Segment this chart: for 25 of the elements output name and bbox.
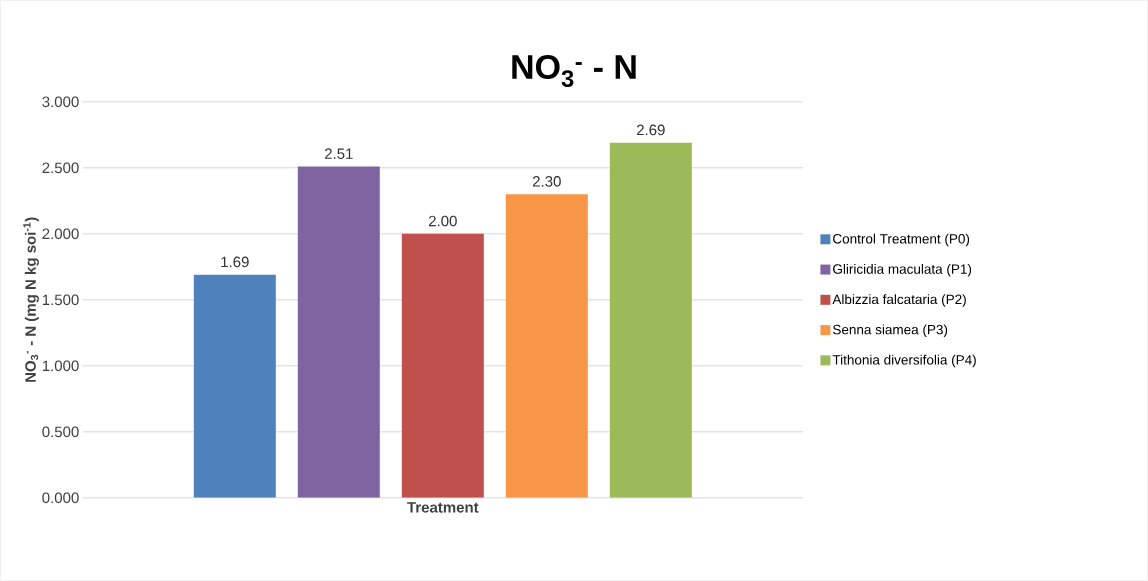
y-tick-label: 1.500: [42, 294, 79, 306]
bar: [505, 194, 588, 498]
legend-label: Senna siamea (P3): [833, 324, 948, 338]
data-label: 2.30: [532, 176, 561, 187]
chart-title: NO$_{3}$$^{-}$ - N: [512, 54, 636, 88]
bar: [193, 274, 276, 498]
data-label: 2.69: [636, 124, 665, 136]
bar: [401, 233, 484, 498]
y-tick-label: 0.500: [42, 426, 79, 438]
y-tick-label: 0.000: [42, 492, 79, 504]
data-label: 2.00: [428, 215, 457, 227]
legend-label: Control Treatment (P0): [833, 233, 970, 247]
x-axis-title: Treatment: [407, 502, 479, 513]
y-tick-label: 3.000: [42, 96, 79, 108]
legend-label: Albizzia falcataria (P2): [832, 294, 966, 307]
bar: [297, 166, 380, 498]
data-label: 1.69: [221, 256, 249, 268]
y-tick-label: 2.500: [42, 162, 79, 174]
data-label: 2.51: [324, 148, 353, 159]
legend-label: Gliricidia maculata (P1): [833, 263, 972, 277]
y-tick-label: 2.000: [42, 228, 79, 240]
bar: [609, 142, 692, 498]
y-axis-title: NO$_{3}$$^{-}$ - N (mg N kg soi$^{-1}$): [23, 217, 39, 382]
y-tick-label: 1.000: [42, 360, 79, 372]
legend-label: Tithonia diversifolia (P4): [832, 354, 976, 368]
